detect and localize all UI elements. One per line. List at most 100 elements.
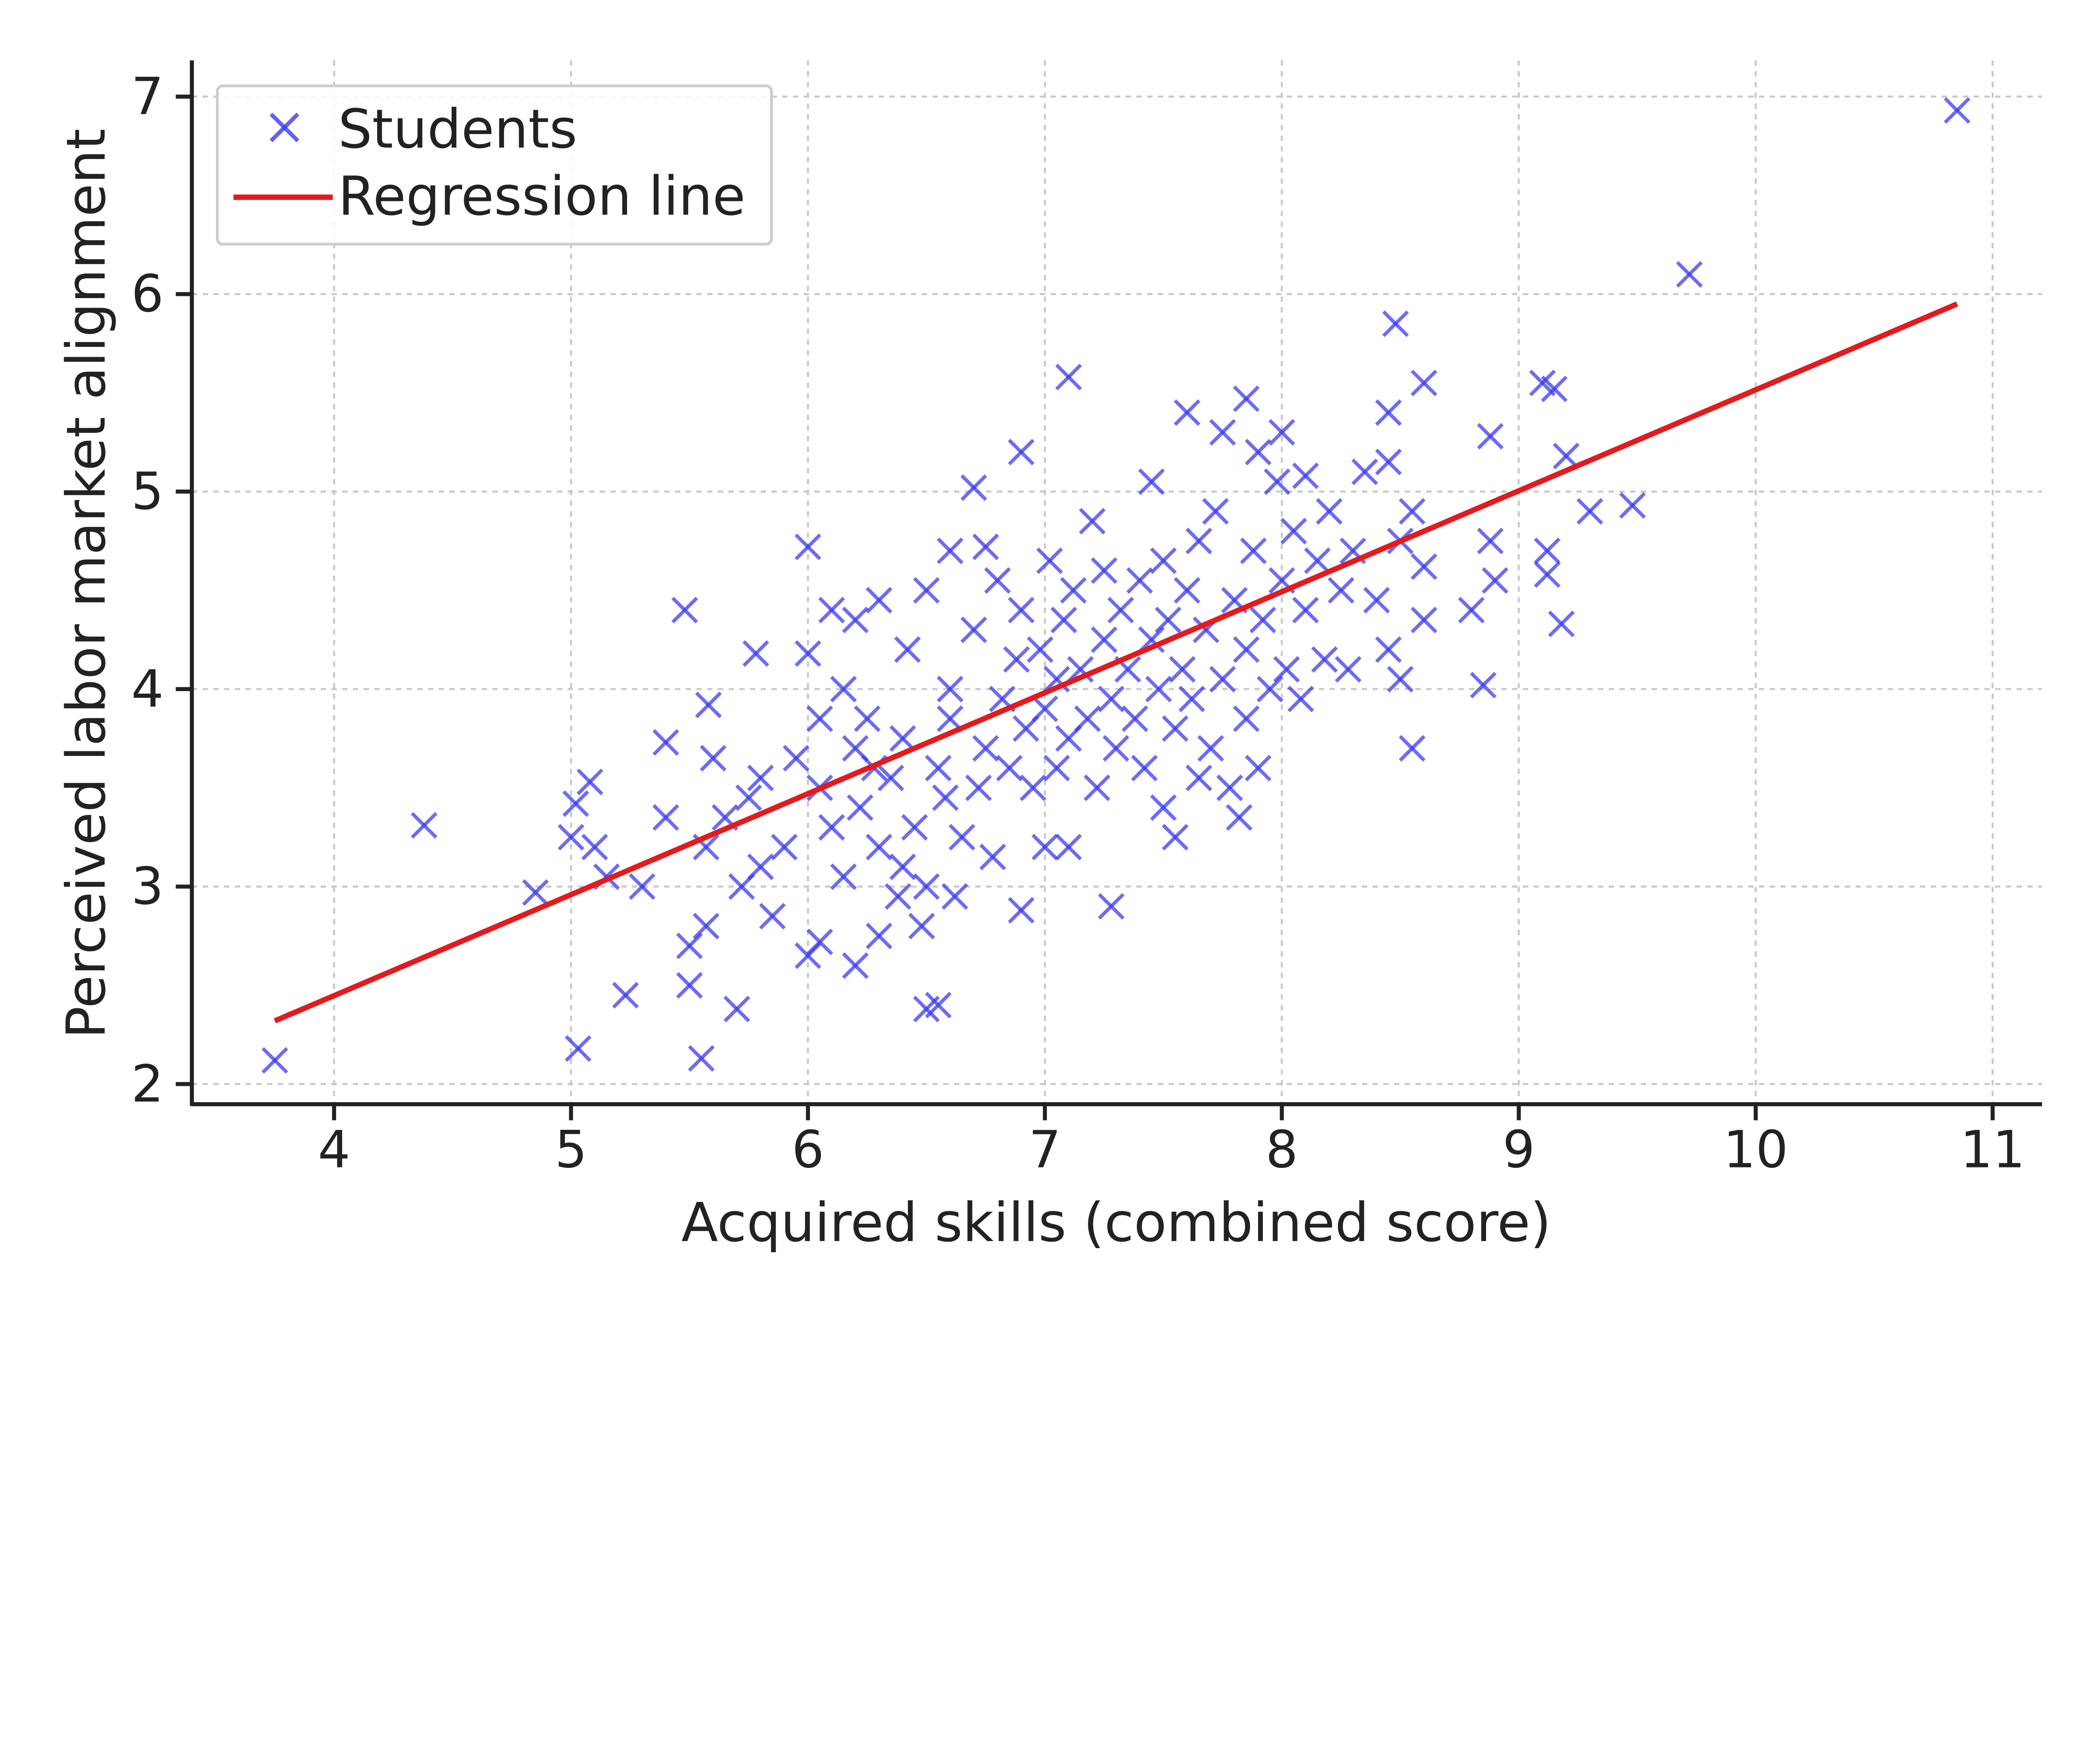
data-point [1121,705,1149,732]
x-tick-label: 8 [1265,1120,1298,1179]
data-point [1209,666,1236,693]
y-tick-label: 2 [131,1054,164,1113]
data-point [1399,735,1426,762]
data-point [1534,561,1561,588]
data-point [1233,385,1260,412]
data-point [1292,462,1319,489]
data-point [1055,833,1082,861]
x-tick-label: 7 [1029,1120,1061,1179]
regression-line-group [274,301,1958,1023]
data-point [1185,764,1212,792]
data-point [972,735,999,762]
data-point [1031,833,1058,861]
data-point [1534,537,1561,564]
data-point [1083,774,1111,801]
data-point [1399,498,1426,525]
data-point [411,812,437,839]
data-point [1244,439,1272,465]
legend-students-marker [270,113,299,142]
data-point [936,676,964,702]
data-point [771,833,798,861]
data-point [652,729,679,756]
legend-box [216,84,773,246]
x-axis-label: Acquired skills (combined score) [681,1192,1551,1254]
data-point [1292,597,1319,624]
data-point [1003,646,1030,673]
data-point [522,879,549,906]
data-point [1162,715,1189,742]
data-point [941,883,968,910]
data-point [565,1035,591,1062]
data-point [1074,705,1101,732]
data-point [1387,666,1414,693]
data-point [558,824,584,851]
data-point [1458,597,1485,624]
scatter-points [261,97,1971,1074]
data-point [854,705,881,732]
data-point [742,640,769,667]
data-point [1327,577,1355,604]
ticks: 4 5 6 7 8 9 10 11 2 3 4 5 6 7 [131,67,2025,1179]
data-point [842,952,869,979]
data-point [261,1047,288,1074]
data-point [1098,893,1125,920]
scatter-chart: 4 5 6 7 8 9 10 11 2 3 4 5 6 7 Acquired skills (combin… [55,60,2042,1254]
data-point [1264,468,1291,495]
data-point [1280,517,1307,545]
data-point [979,843,1006,870]
data-point [676,932,703,959]
data-point [949,824,975,851]
data-point [818,814,845,841]
data-point [1351,458,1378,485]
data-point [612,982,639,1009]
data-point [1287,685,1314,712]
data-point [877,764,905,792]
x-tick-label: 10 [1723,1120,1788,1179]
data-point [1268,419,1295,446]
data-point [1154,607,1182,633]
data-point [1363,587,1390,614]
x-tick-label: 5 [555,1120,587,1179]
data-point [960,616,987,643]
x-tick-label: 4 [318,1120,350,1179]
grid [192,60,2042,1104]
data-point [783,745,810,772]
data-point [1548,610,1575,638]
data-point [996,755,1023,782]
data-point [562,790,589,817]
data-point [695,692,722,718]
data-point [866,923,892,949]
data-point [885,883,912,910]
x-tick-label: 6 [792,1120,824,1179]
data-point [576,769,604,795]
data-point [1375,636,1402,663]
data-point [1197,735,1224,762]
data-point [1027,636,1054,663]
data-point [1375,448,1402,476]
data-point [1334,656,1362,683]
data-point [652,804,679,831]
data-point [1031,695,1058,723]
data-point [830,863,857,890]
data-point [1098,685,1125,712]
data-point [747,764,774,792]
data-point [913,577,940,604]
data-point [1541,375,1568,402]
data-point [1553,442,1580,470]
data-point [1138,626,1165,653]
data-point [925,992,952,1018]
data-point [1209,419,1236,446]
data-point [932,784,959,811]
data-point [759,903,786,930]
data-point [806,705,833,732]
data-point [1008,597,1035,624]
data-point [699,745,727,772]
data-point [1226,804,1253,831]
data-point [1619,492,1646,519]
data-point [866,833,892,861]
y-tick-label: 4 [131,659,164,719]
data-point [1944,97,1971,124]
data-point [1233,636,1260,663]
data-point [1233,705,1260,732]
data-point [629,873,656,900]
